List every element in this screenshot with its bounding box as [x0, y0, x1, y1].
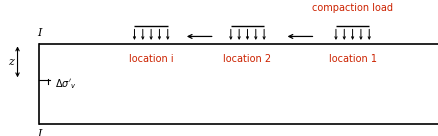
Text: I: I [37, 28, 42, 38]
Text: location i: location i [129, 54, 173, 64]
Text: I: I [37, 129, 42, 136]
Text: location 1: location 1 [328, 54, 377, 64]
Text: $\Delta\sigma'_v$: $\Delta\sigma'_v$ [55, 77, 77, 91]
Text: location 2: location 2 [223, 54, 272, 64]
Text: z: z [8, 57, 14, 67]
Text: compaction load: compaction load [312, 3, 393, 13]
